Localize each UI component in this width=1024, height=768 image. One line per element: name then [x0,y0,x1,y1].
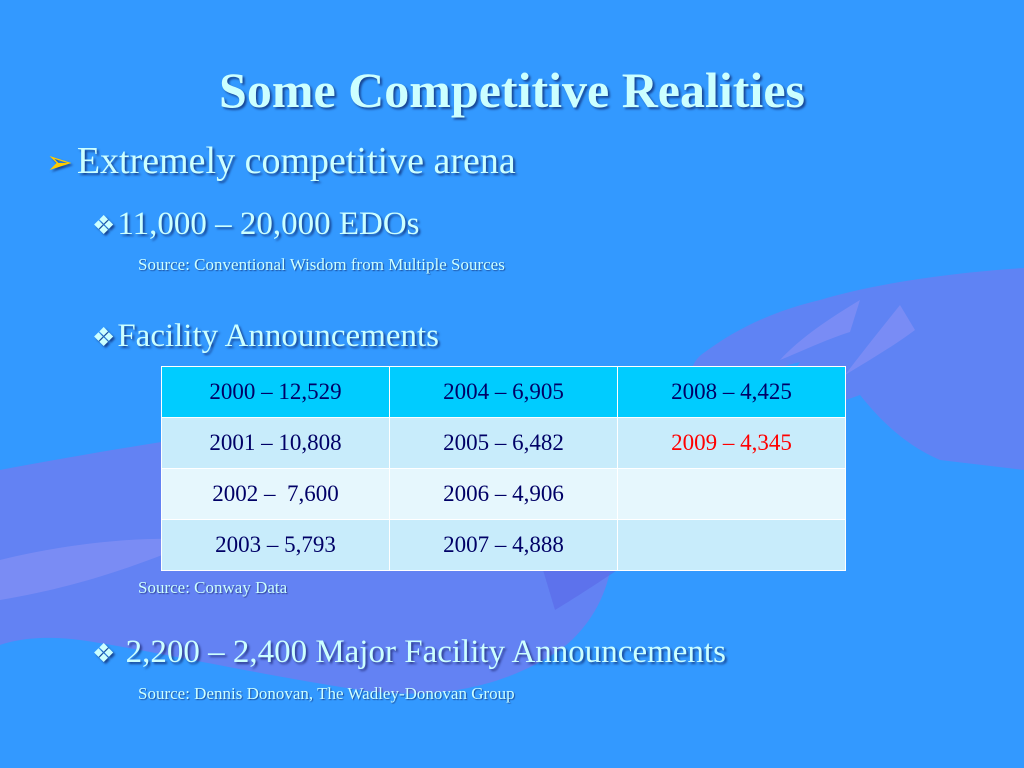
sub-bullet-edos: ❖11,000 – 20,000 EDOs [92,204,420,246]
sub-bullet-facility-text: Facility Announcements [117,318,440,354]
slide-title: Some Competitive Realities [219,62,805,118]
table-cell-highlight: 2009 – 4,345 [617,417,846,469]
table-row: 2002 – 7,600 2006 – 4,906 [161,468,846,520]
diamond-bullet-icon: ❖ [92,211,116,240]
table-cell: 2000 – 12,529 [161,366,390,418]
table-row: 2000 – 12,529 2004 – 6,905 2008 – 4,425 [161,366,846,418]
table-cell [617,519,846,571]
diamond-bullet-icon: ❖ [92,639,116,668]
table-cell [617,468,846,520]
table-cell: 2007 – 4,888 [389,519,618,571]
upper-hand-fingers [780,300,915,375]
table-cell: 2003 – 5,793 [161,519,390,571]
source-conway: Source: Conway Data [138,578,288,597]
table-cell: 2006 – 4,906 [389,468,618,520]
table-cell: 2001 – 10,808 [161,417,390,469]
sub-bullet-major: ❖ 2,200 – 2,400 Major Facility Announcem… [92,632,726,674]
table-row: 2003 – 5,793 2007 – 4,888 [161,519,846,571]
sub-bullet-facility: ❖Facility Announcements [92,316,439,358]
source-donovan: Source: Dennis Donovan, The Wadley-Donov… [138,684,515,703]
sub-bullet-major-text: 2,200 – 2,400 Major Facility Announcemen… [117,634,726,670]
sub-bullet-edos-text: 11,000 – 20,000 EDOs [117,206,420,242]
main-bullet: ➢ Extremely competitive arena [46,138,516,185]
table-row: 2001 – 10,808 2005 – 6,482 2009 – 4,345 [161,417,846,469]
main-bullet-text: Extremely competitive arena [76,140,516,182]
lower-arm-highlight [0,538,200,600]
arrow-bullet-icon: ➢ [46,144,73,180]
table-cell: 2008 – 4,425 [617,366,846,418]
table-cell: 2004 – 6,905 [389,366,618,418]
table-cell: 2005 – 6,482 [389,417,618,469]
table-cell: 2002 – 7,600 [161,468,390,520]
diamond-bullet-icon: ❖ [92,323,116,352]
facility-announcements-table: 2000 – 12,529 2004 – 6,905 2008 – 4,425 … [161,366,846,571]
source-edos: Source: Conventional Wisdom from Multipl… [138,255,505,274]
